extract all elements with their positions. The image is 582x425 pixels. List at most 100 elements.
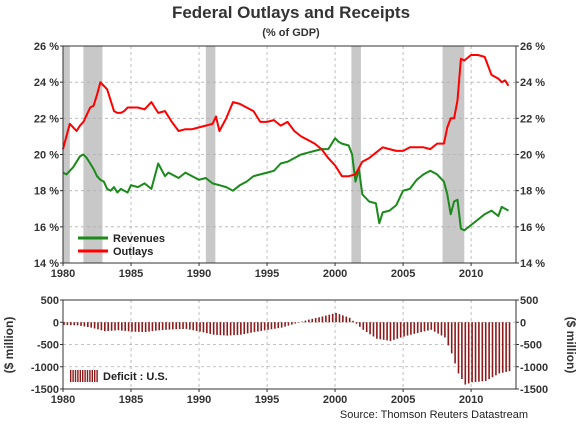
deficit-bar bbox=[369, 322, 371, 335]
x-tick-label: 1995 bbox=[255, 268, 279, 280]
deficit-bar bbox=[151, 322, 154, 332]
legend-swatch-deficit bbox=[79, 370, 81, 382]
deficit-bar bbox=[63, 322, 65, 325]
deficit-bar bbox=[338, 314, 341, 323]
deficit-bar bbox=[457, 322, 460, 374]
legend-swatch-deficit bbox=[77, 370, 79, 382]
deficit-bar bbox=[478, 322, 480, 382]
deficit-bar bbox=[138, 322, 140, 332]
deficit-bar bbox=[331, 313, 334, 323]
deficit-bar bbox=[362, 322, 365, 330]
deficit-bar bbox=[114, 322, 116, 331]
deficit-bar bbox=[226, 322, 229, 336]
y-tick-label-left: -1500 bbox=[31, 384, 59, 396]
y-tick-label-left: 18 % bbox=[34, 186, 59, 198]
deficit-bar bbox=[498, 322, 501, 374]
deficit-bar bbox=[107, 322, 110, 331]
deficit-bar bbox=[87, 322, 89, 328]
deficit-bar bbox=[318, 317, 320, 323]
y-tick-label-right: 26 % bbox=[520, 41, 545, 53]
y-tick-label-right: 20 % bbox=[520, 150, 545, 162]
deficit-bar bbox=[219, 322, 222, 336]
deficit-bar bbox=[76, 322, 79, 326]
y-tick-label-right: 16 % bbox=[520, 222, 545, 234]
deficit-bar bbox=[199, 322, 201, 332]
deficit-bar bbox=[178, 322, 181, 330]
deficit-bar bbox=[209, 322, 212, 334]
deficit-bar bbox=[189, 322, 191, 330]
deficit-bar bbox=[461, 322, 463, 379]
deficit-bar bbox=[263, 322, 266, 331]
y-tick-label-right: -500 bbox=[520, 340, 542, 352]
deficit-bar bbox=[104, 322, 106, 332]
y-tick-label-left: 26 % bbox=[34, 41, 59, 53]
recession-band bbox=[63, 46, 70, 263]
series-line-outlays bbox=[62, 54, 510, 178]
y-tick-label-left: 20 % bbox=[34, 150, 59, 162]
deficit-bar bbox=[410, 322, 412, 335]
legend-swatch-deficit bbox=[70, 370, 72, 382]
deficit-bar bbox=[348, 317, 351, 323]
x-tick-label: 2010 bbox=[459, 268, 483, 280]
deficit-bar bbox=[127, 322, 130, 332]
legend-swatch-deficit bbox=[94, 370, 96, 382]
deficit-bar bbox=[73, 322, 76, 326]
y-tick-label-right: 14 % bbox=[520, 258, 545, 270]
x-tick-label: 1985 bbox=[119, 268, 143, 280]
deficit-bar bbox=[229, 322, 232, 336]
legend-label-deficit: Deficit : U.S. bbox=[103, 371, 168, 383]
y-tick-label-left: -500 bbox=[37, 340, 59, 352]
deficit-bar bbox=[399, 322, 402, 338]
x-tick-label: 1980 bbox=[51, 394, 75, 406]
legend-swatch-deficit bbox=[72, 370, 74, 382]
deficit-bar bbox=[444, 322, 446, 338]
deficit-bar bbox=[110, 322, 113, 331]
deficit-bar bbox=[158, 322, 161, 331]
y-tick-label-left: 14 % bbox=[34, 258, 59, 270]
deficit-bar bbox=[277, 322, 280, 329]
recession-band bbox=[351, 46, 361, 263]
y-tick-label-right: -1500 bbox=[520, 384, 548, 396]
y-tick-label-left: 0 bbox=[53, 317, 59, 329]
deficit-bar bbox=[117, 322, 120, 331]
deficit-bar bbox=[168, 322, 171, 330]
right-axis-label: ($ million) bbox=[564, 317, 578, 374]
y-tick-label-left: 24 % bbox=[34, 77, 59, 89]
plot-frame bbox=[62, 299, 517, 390]
deficit-bar bbox=[66, 322, 69, 326]
deficit-bar bbox=[420, 322, 422, 333]
deficit-bar bbox=[212, 322, 215, 335]
deficit-bar bbox=[240, 322, 242, 335]
deficit-bar bbox=[396, 322, 399, 339]
deficit-bar bbox=[155, 322, 157, 331]
deficit-bar bbox=[165, 322, 167, 330]
deficit-bar bbox=[471, 322, 473, 383]
deficit-bar bbox=[131, 322, 133, 332]
deficit-bar bbox=[233, 322, 235, 336]
deficit-bar bbox=[182, 322, 184, 330]
deficit-bar bbox=[440, 322, 443, 336]
deficit-bar bbox=[134, 322, 137, 332]
legend-swatch-deficit bbox=[82, 370, 84, 382]
y-tick-label-left: 16 % bbox=[34, 222, 59, 234]
deficit-bar bbox=[97, 322, 99, 330]
deficit-bar bbox=[287, 322, 290, 326]
deficit-bar bbox=[100, 322, 103, 331]
deficit-bar bbox=[342, 315, 344, 323]
x-tick-label: 2005 bbox=[391, 394, 415, 406]
source-note: Source: Thomson Reuters Datastream bbox=[340, 409, 528, 421]
deficit-bar bbox=[501, 322, 504, 373]
deficit-bar bbox=[508, 322, 511, 372]
deficit-bar bbox=[161, 322, 164, 331]
deficit-bar bbox=[70, 322, 72, 326]
deficit-bar bbox=[308, 319, 310, 323]
deficit-bar bbox=[270, 322, 273, 330]
deficit-bar bbox=[90, 322, 93, 328]
y-tick-label-right: 18 % bbox=[520, 186, 545, 198]
deficit-bar bbox=[250, 322, 252, 333]
deficit-bar bbox=[202, 322, 205, 333]
top-line-chart: 14 % 14 % 16 % 16 % 18 % 18 % 20 % 20 % 22 % 22 %… bbox=[34, 41, 545, 280]
deficit-bar bbox=[284, 322, 286, 327]
series-line-revenues bbox=[62, 137, 509, 232]
